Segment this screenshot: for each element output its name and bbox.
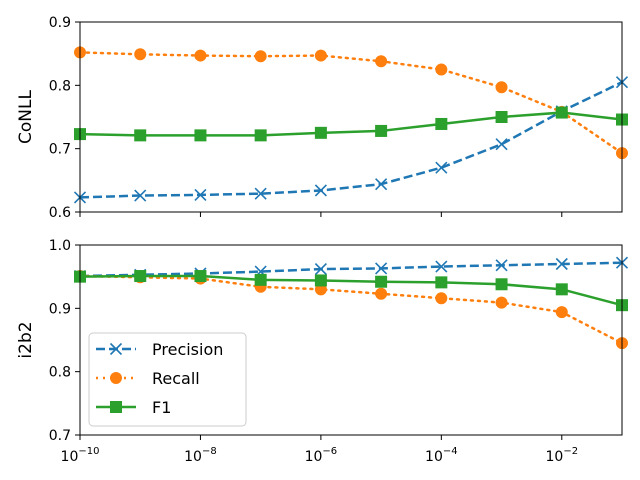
x-axis-ticks: 10−10 10−8 10−6 10−4 10−2: [61, 446, 579, 465]
conll-precision-series-point: [314, 184, 327, 197]
conll-precision-series-point-stroke-b: [254, 187, 267, 200]
x-tick-label: 10−6: [305, 446, 338, 465]
conll-f1-series-point: [314, 126, 327, 139]
i2b2-precision-series-point: [555, 257, 568, 271]
conll-y-tick-label: 0.6: [49, 205, 71, 221]
x-tick-label-exponent: −8: [202, 446, 217, 457]
i2b2-f1-series-point: [555, 283, 568, 296]
conll-precision-series-point: [194, 188, 207, 201]
x-tick-label-base: 10: [61, 449, 79, 465]
conll-recall-series-point: [375, 55, 388, 68]
x-tick-label-exponent: −4: [443, 446, 458, 457]
conll-panel: 0.6 0.7 0.8 0.9 CoNLL: [16, 15, 629, 221]
i2b2-y-tick-label: 1.0: [49, 238, 71, 254]
i2b2-precision-series-point-stroke-b: [435, 260, 448, 273]
i2b2-f1-series-line: [79, 274, 623, 307]
conll-f1-series-point: [495, 111, 508, 123]
i2b2-recall-series-point: [375, 287, 388, 300]
x-tick-label-exponent: −10: [78, 446, 99, 457]
conll-f1-series-point: [375, 124, 388, 137]
conll-recall-series-point: [435, 63, 448, 76]
x-tick-label-base: 10: [305, 449, 323, 465]
conll-precision-series-point-stroke-b: [314, 184, 327, 197]
legend-f1-label: F1: [152, 398, 171, 417]
conll-y-tick-label: 0.9: [49, 15, 71, 31]
conll-precision-series-point-stroke-b: [435, 161, 448, 174]
legend-box: [88, 332, 247, 427]
conll-precision-series-point: [495, 138, 508, 151]
i2b2-f1-series-point: [254, 273, 267, 286]
x-tick-label-exponent: −2: [563, 446, 578, 457]
conll-recall-series-line: [78, 51, 624, 155]
i2b2-recall-series-line: [78, 274, 624, 345]
i2b2-precision-series-point-stroke-b: [495, 259, 508, 272]
conll-recall-series-point: [314, 49, 327, 62]
x-tick-label: 10−10: [61, 446, 100, 465]
i2b2-precision-series-point: [375, 262, 388, 275]
legend-precision-marker: [109, 342, 123, 356]
i2b2-f1-series-point: [134, 270, 147, 283]
conll-precision-series-point: [435, 161, 448, 174]
conll-recall-series-point: [254, 50, 267, 63]
conll-y-tick-label: 0.7: [49, 142, 71, 158]
i2b2-f1-series-point: [194, 270, 207, 283]
legend-precision-label: Precision: [152, 340, 223, 359]
conll-f1-series-point: [435, 117, 448, 130]
i2b2-precision-series-point: [314, 263, 327, 276]
conll-y-tick-label: 0.8: [49, 78, 71, 94]
x-tick-label-exponent: −6: [322, 446, 337, 457]
x-tick-label: 10−8: [184, 446, 217, 465]
x-tick-label-base: 10: [425, 449, 443, 465]
conll-precision-series-point: [134, 189, 147, 202]
i2b2-f1-series-point: [435, 276, 448, 289]
x-tick-label: 10−4: [425, 446, 458, 465]
i2b2-precision-series-point: [495, 259, 508, 272]
conll-recall-series-point: [134, 48, 147, 61]
conll-f1-series-point: [555, 106, 568, 119]
i2b2-recall-series-point: [495, 296, 508, 309]
legend: Precision Recall F1: [88, 332, 247, 427]
conll-f1-series-point: [254, 129, 267, 142]
conll-axes-frame: [79, 21, 623, 213]
conll-precision-series-point-stroke-b: [375, 178, 388, 191]
conll-recall-series-point: [495, 81, 508, 94]
conll-recall-series-point: [194, 49, 207, 62]
i2b2-f1-series-point: [495, 278, 508, 291]
conll-precision-series-point: [375, 178, 388, 191]
i2b2-panel: 0.7 0.8 0.9 1.0 i2b2: [16, 238, 629, 444]
conll-precision-series-point: [254, 187, 267, 200]
legend-f1-marker: [110, 401, 122, 413]
conll-f1-series-line: [79, 111, 623, 137]
x-tick-label-base: 10: [184, 449, 202, 465]
x-tick-label: 10−2: [545, 446, 578, 465]
conll-f1-series-point: [134, 129, 147, 142]
i2b2-recall-series-point: [555, 306, 568, 319]
i2b2-axes-frame: [79, 244, 623, 436]
legend-recall-label: Recall: [152, 369, 200, 388]
legend-precision-marker-stroke-b: [109, 342, 123, 356]
i2b2-y-tick-label: 0.7: [49, 428, 71, 444]
i2b2-precision-series-point: [435, 260, 448, 273]
conll-f1-series-point: [194, 129, 207, 142]
conll-precision-series-line: [79, 81, 623, 199]
i2b2-precision-series-point-stroke-b: [555, 257, 568, 271]
i2b2-y-axis-label: i2b2: [16, 321, 36, 358]
i2b2-precision-series-point-stroke-b: [375, 262, 388, 275]
i2b2-y-tick-label: 0.9: [49, 301, 71, 317]
i2b2-y-tick-label: 0.8: [49, 365, 71, 381]
x-tick-label-base: 10: [545, 449, 563, 465]
legend-recall-marker: [110, 372, 122, 384]
conll-precision-series-point-stroke-b: [134, 189, 147, 202]
conll-precision-series-point-stroke-b: [495, 138, 508, 151]
conll-f1-series: [74, 106, 628, 142]
i2b2-f1-series-point: [375, 275, 388, 288]
conll-y-axis-label: CoNLL: [16, 90, 36, 144]
i2b2-recall-series-point: [435, 292, 448, 305]
i2b2-precision-series-point-stroke-b: [314, 263, 327, 276]
i2b2-f1-series-point: [314, 274, 327, 287]
conll-precision-series-point-stroke-b: [194, 188, 207, 201]
